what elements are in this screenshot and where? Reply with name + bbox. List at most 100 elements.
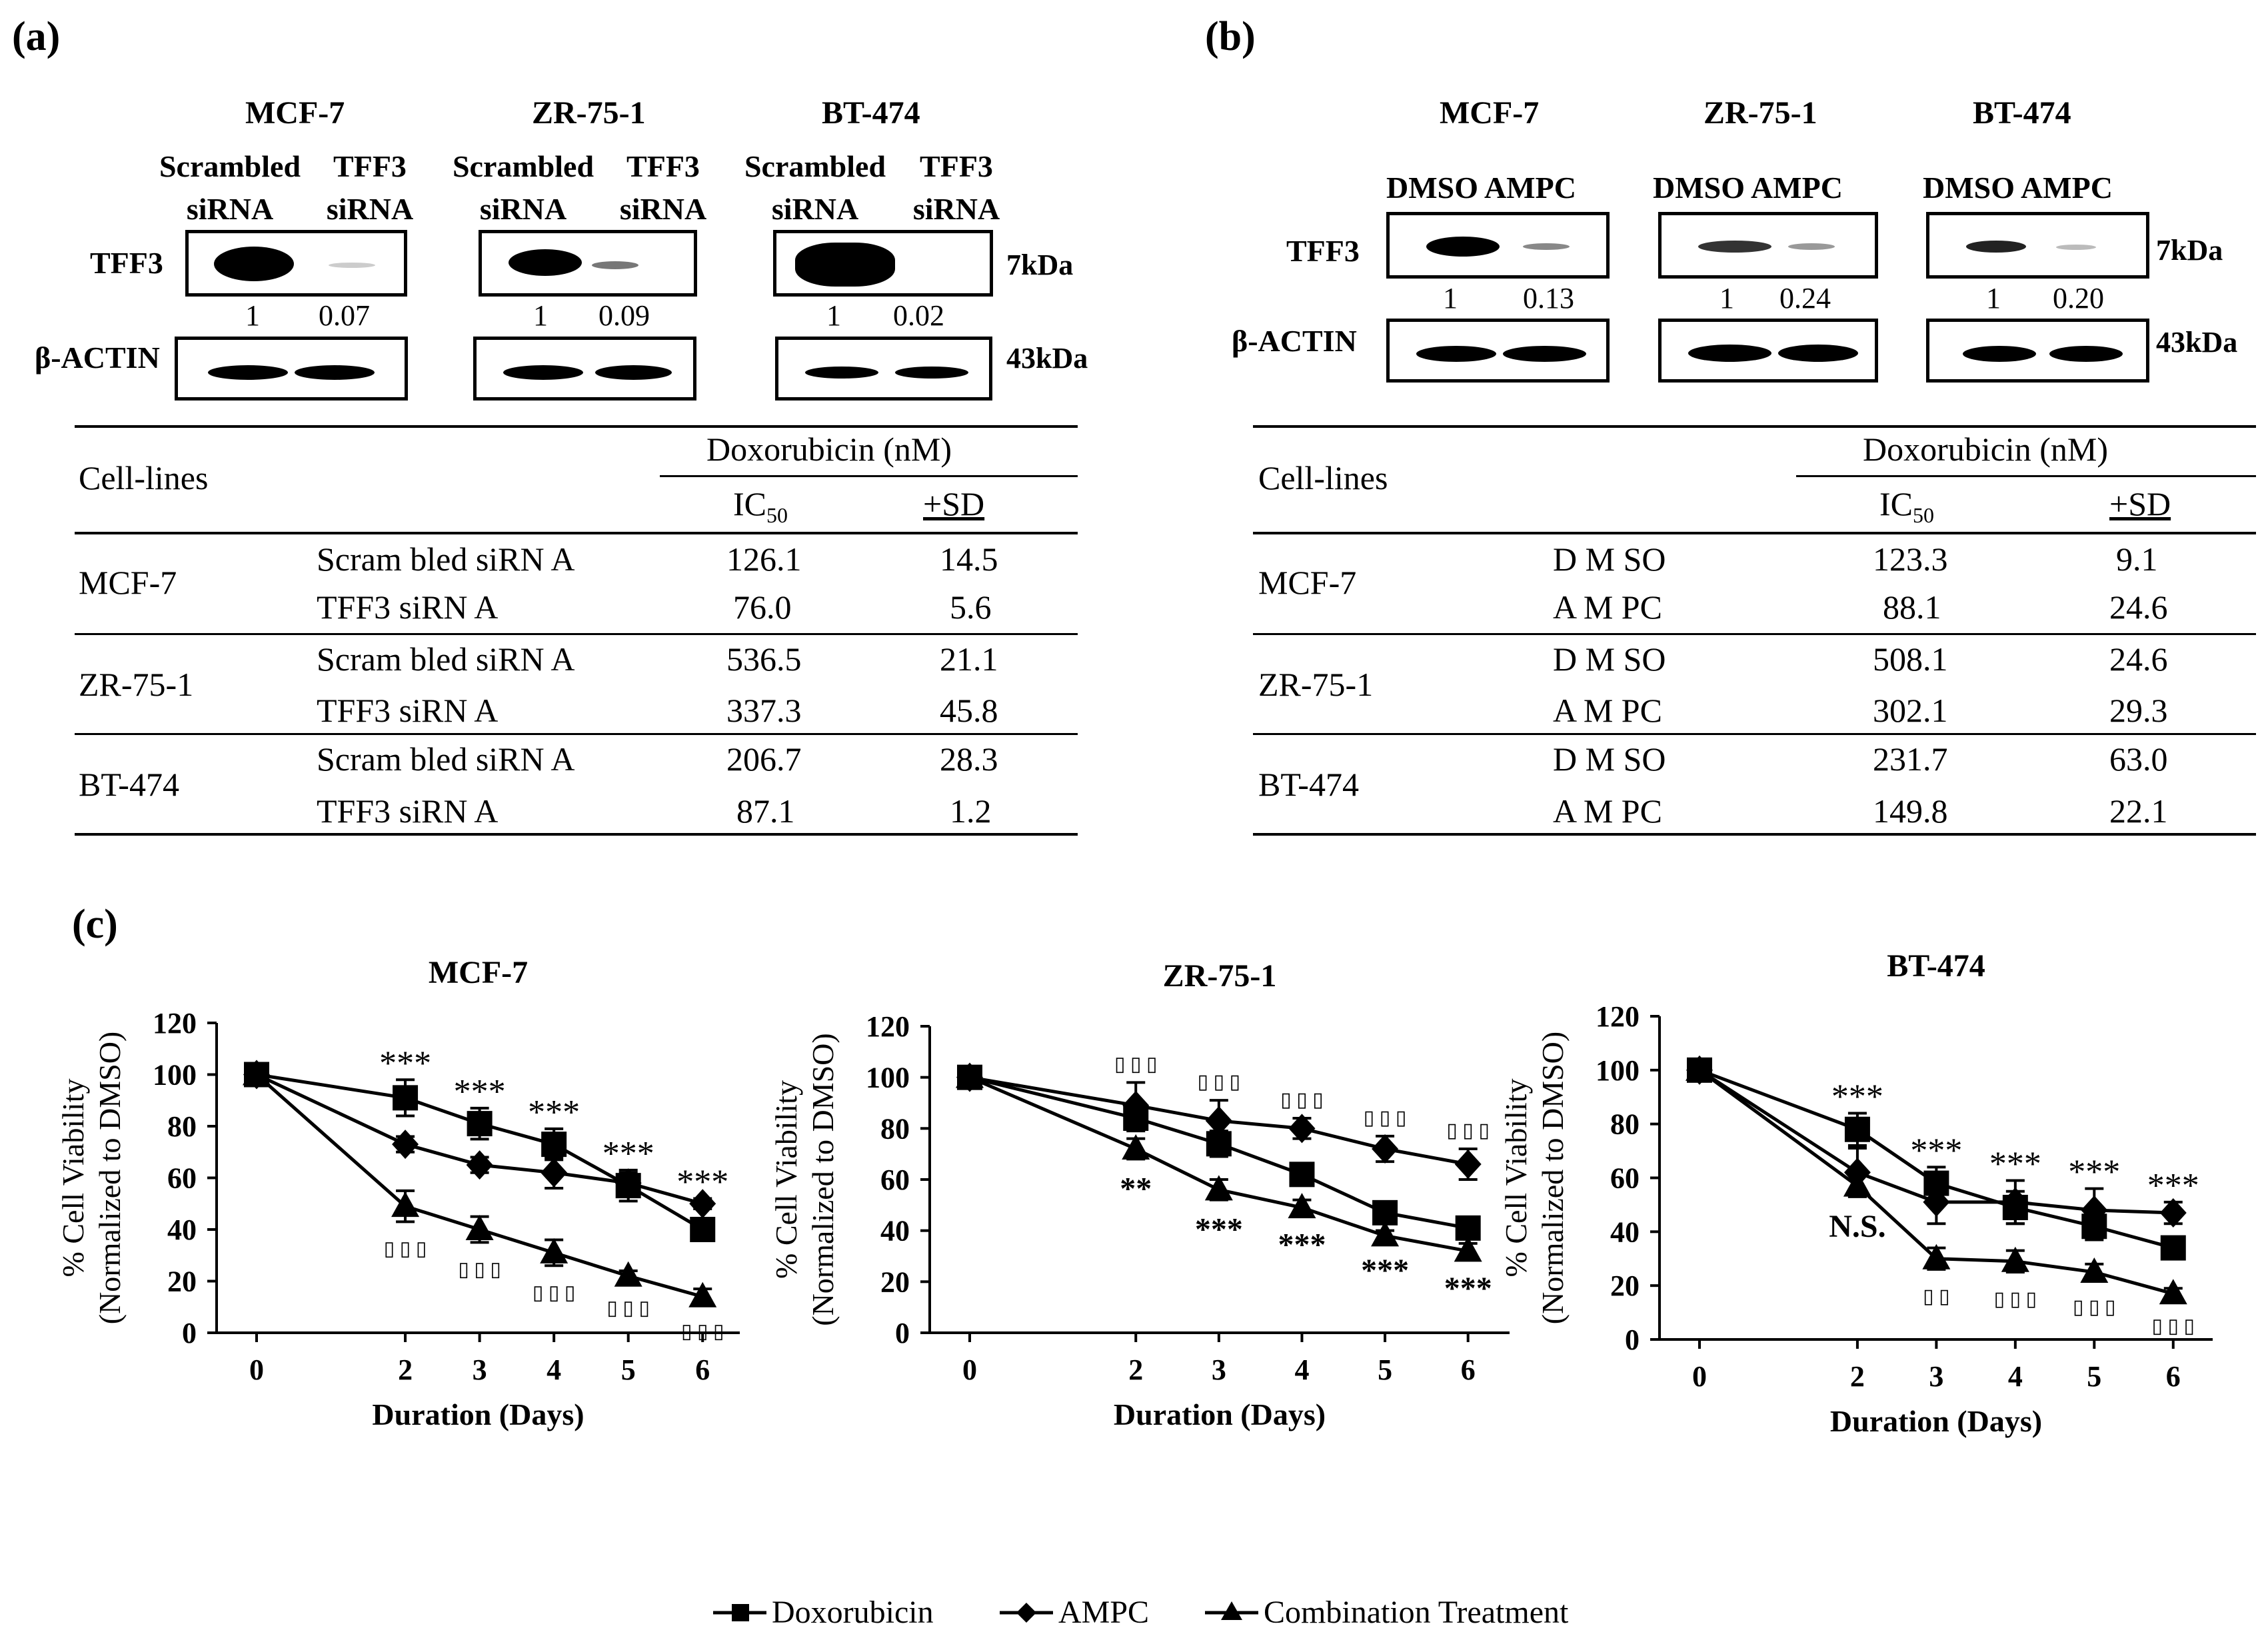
data-point-square: [2160, 1235, 2186, 1261]
y-axis-label: (Normalized to DMSO): [93, 1032, 127, 1324]
y-tick-label: 40: [167, 1214, 197, 1246]
significance-annotation: ▯ ▯: [1923, 1285, 1950, 1307]
b-table-sd: 22.1: [2109, 792, 2168, 830]
data-point-triangle: [2001, 1246, 2029, 1272]
data-point-diamond: [392, 1130, 419, 1160]
b-table-sd-header: +SD: [2109, 485, 2171, 522]
significance-annotation: ***: [454, 1073, 506, 1111]
b-table-ic50: 508.1: [1873, 640, 1948, 678]
b-table-sd: 24.6: [2109, 640, 2168, 678]
x-tick-label: 5: [1378, 1353, 1392, 1386]
x-axis-label: Duration (Days): [372, 1397, 584, 1431]
a-table-line: BT-474: [79, 766, 179, 803]
b-quant: 1: [1986, 282, 2001, 315]
significance-annotation: ***: [1989, 1146, 2041, 1184]
panel-b-label: (b): [1205, 14, 1256, 59]
data-point-square: [393, 1085, 419, 1111]
b-table-cond: A M PC: [1553, 588, 1662, 626]
a-table-ic50-header: IC50: [733, 485, 788, 527]
data-point-triangle: [1922, 1243, 1951, 1269]
significance-annotation: ***: [528, 1094, 580, 1132]
b-table-rule: [1253, 532, 2256, 534]
b-lane-label: DMSO AMPC: [1923, 171, 2113, 205]
data-point-square: [541, 1132, 567, 1158]
b-table-sd: 24.6: [2109, 588, 2168, 626]
significance-annotation: ***: [2147, 1167, 2199, 1205]
series-line-diamond: [969, 1076, 1469, 1166]
b-table-ic50: 149.8: [1873, 792, 1948, 830]
data-point-triangle: [465, 1215, 494, 1240]
legend-ampc-marker: [1000, 1603, 1053, 1623]
x-tick-label: 3: [1929, 1360, 1943, 1393]
a-cellline-title: BT-474: [822, 95, 920, 131]
a-table-cond: TFF3 siRN A: [317, 792, 499, 830]
a-quant: 0.02: [893, 299, 944, 332]
b-table-sd: 29.3: [2109, 692, 2168, 729]
a-table-group-header: Doxorubicin (nM): [706, 430, 952, 468]
a-lane-label: TFF3 siRNA: [619, 149, 707, 226]
b-table-line: BT-474: [1258, 766, 1359, 803]
a-table-rule: [75, 425, 1078, 428]
significance-annotation: ▯ ▯ ▯: [1446, 1120, 1490, 1142]
y-tick-label: 60: [167, 1162, 197, 1195]
y-tick-label: 120: [153, 1007, 197, 1040]
significance-annotation: ▯ ▯ ▯: [458, 1258, 501, 1280]
data-point-diamond: [466, 1150, 493, 1180]
a-quant: 1: [533, 299, 548, 332]
data-point-diamond: [2081, 1196, 2108, 1225]
y-tick-label: 100: [866, 1062, 910, 1094]
a-table-sd-header: +SD: [923, 485, 985, 522]
series-line-square: [969, 1076, 1469, 1230]
a-table-line: ZR-75-1: [79, 666, 194, 703]
x-tick-label: 6: [1461, 1353, 1476, 1386]
data-point-triangle: [688, 1281, 717, 1307]
significance-annotation: ▯ ▯ ▯: [2073, 1296, 2116, 1318]
x-tick-label: 3: [473, 1353, 487, 1386]
b-actin-blot: [1658, 319, 1878, 383]
data-point-square: [467, 1111, 493, 1137]
a-table-col-title: Cell-lines: [79, 459, 209, 496]
data-point-diamond: [614, 1168, 642, 1198]
data-point-diamond: [1122, 1090, 1150, 1120]
x-tick-label: 0: [1692, 1360, 1707, 1393]
y-tick-label: 40: [1610, 1216, 1640, 1248]
x-axis-label: Duration (Days): [1830, 1404, 2042, 1438]
b-quant: 1: [1719, 282, 1734, 315]
a-table-ic50: 206.7: [726, 740, 802, 778]
b-tff3-row-label: TFF3: [1286, 234, 1360, 268]
x-tick-label: 4: [1294, 1353, 1309, 1386]
b-table-rule: [1253, 425, 2256, 428]
legend-label-doxorubicin: Doxorubicin: [772, 1595, 934, 1630]
a-table-ic50: 76.0: [733, 588, 792, 626]
x-tick-label: 5: [621, 1353, 636, 1386]
data-point-triangle: [1843, 1171, 1871, 1197]
significance-annotation: ***: [676, 1164, 728, 1202]
b-cellline-title: BT-474: [1973, 95, 2071, 131]
a-table-rule: [660, 475, 1078, 477]
b-lane-label: DMSO AMPC: [1653, 171, 1843, 205]
significance-annotation: ***: [1278, 1227, 1326, 1263]
b-table-ic50-header: IC50: [1879, 485, 1934, 527]
a-lane-label: Scrambled siRNA: [744, 149, 886, 226]
y-tick-label: 20: [1610, 1269, 1640, 1302]
data-point-square: [1289, 1162, 1315, 1188]
b-table-ic50: 123.3: [1873, 540, 1948, 578]
x-tick-label: 2: [1850, 1360, 1865, 1393]
data-point-triangle: [243, 1060, 271, 1086]
y-tick-label: 40: [880, 1215, 910, 1247]
b-table-rule: [1796, 475, 2256, 477]
data-point-diamond: [1205, 1106, 1232, 1136]
significance-annotation: ▯ ▯ ▯: [1364, 1107, 1407, 1129]
b-actin-blot: [1926, 319, 2149, 383]
x-tick-label: 4: [2008, 1360, 2023, 1393]
b-quant: 0.13: [1523, 282, 1574, 315]
a-table-cond: Scram bled siRN A: [317, 740, 575, 778]
y-tick-label: 80: [880, 1112, 910, 1145]
a-table-sd: 21.1: [940, 640, 998, 678]
a-table-sd: 45.8: [940, 692, 998, 729]
b-actin-row-label: β-ACTIN: [1232, 324, 1357, 358]
y-tick-label: 60: [1610, 1162, 1640, 1195]
b-quant: 1: [1443, 282, 1458, 315]
significance-annotation: ***: [379, 1044, 431, 1082]
